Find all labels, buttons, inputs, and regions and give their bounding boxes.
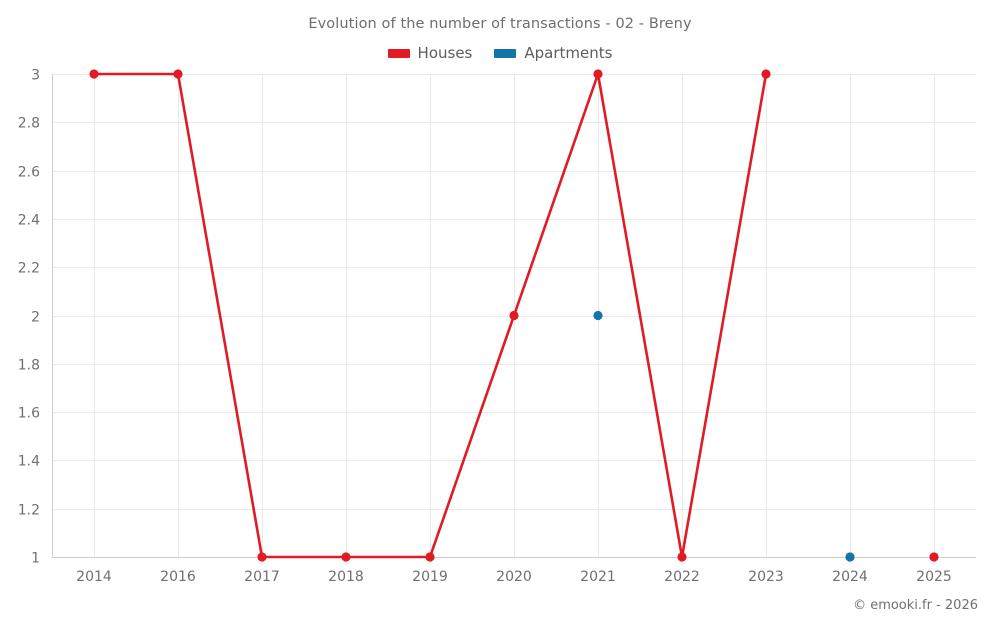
legend-label-houses: Houses [417,44,473,62]
x-axis-tick-label: 2020 [496,569,532,585]
y-axis-tick-label: 3 [31,68,40,84]
y-axis-tick-label: 1.4 [18,454,40,470]
x-axis-tick-label: 2014 [76,569,112,585]
x-axis-tick-label: 2023 [748,569,784,585]
legend-item-apartments[interactable]: Apartments [494,44,612,62]
x-axis-tick-label: 2018 [328,569,364,585]
y-axis-tick-label: 2.6 [18,165,40,181]
y-axis-tick-label: 1 [31,551,40,567]
y-axis-tick-label: 2.8 [18,116,40,132]
y-axis-tick-label: 1.2 [18,503,40,519]
data-point-houses-2016[interactable] [173,69,183,79]
chart-title: Evolution of the number of transactions … [308,16,692,32]
legend-swatch-houses [387,48,410,58]
y-axis-tick-label: 2.4 [18,213,40,229]
x-axis-tick-label: 2024 [832,569,868,585]
data-point-houses-2023[interactable] [761,69,771,79]
data-point-apartments-2024[interactable] [845,552,855,562]
y-axis-tick-label: 2.2 [18,261,40,277]
data-point-houses-2017[interactable] [257,552,267,562]
copyright-credit: © emooki.fr - 2026 [853,598,978,613]
legend-label-apartments: Apartments [524,44,613,62]
data-point-houses-2014[interactable] [89,69,99,79]
data-point-houses-2018[interactable] [341,552,351,562]
y-axis-tick-label: 2 [31,310,40,326]
data-point-houses-2019[interactable] [425,552,435,562]
x-axis-tick-label: 2021 [580,569,616,585]
x-axis-tick-label: 2022 [664,569,700,585]
y-axis-tick-label: 1.8 [18,358,40,374]
legend-item-houses[interactable]: Houses [387,44,473,62]
data-point-houses-2025[interactable] [929,552,939,562]
data-point-houses-2021[interactable] [593,69,603,79]
y-axis-tick-label: 1.6 [18,406,40,422]
x-axis-tick-label: 2016 [160,569,196,585]
data-point-houses-2020[interactable] [509,310,519,321]
x-axis-tick-label: 2019 [412,569,448,585]
x-axis-tick-label: 2025 [916,569,952,585]
x-axis-tick-label: 2017 [244,569,280,585]
chart-legend: Houses Apartments [0,44,1000,62]
data-point-houses-2022[interactable] [677,552,687,562]
legend-swatch-apartments [494,48,517,58]
data-point-apartments-2021[interactable] [593,310,603,321]
